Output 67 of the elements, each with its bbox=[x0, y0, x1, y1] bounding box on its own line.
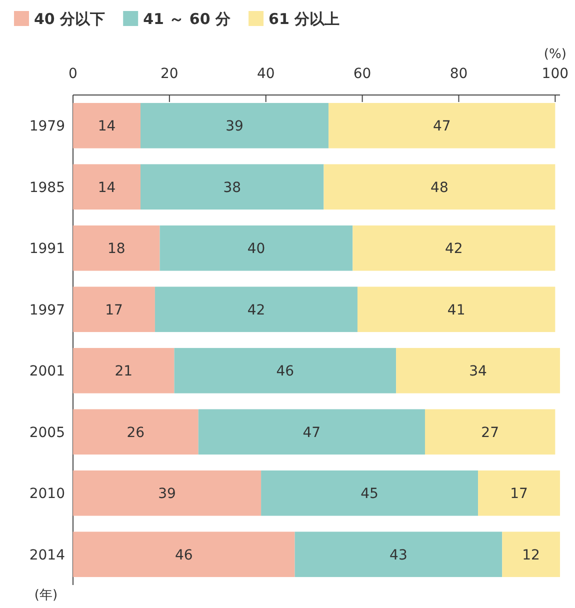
bar bbox=[73, 225, 160, 271]
data-label: 17 bbox=[510, 486, 528, 502]
data-label: 26 bbox=[126, 424, 145, 441]
bar bbox=[73, 102, 141, 148]
x-tick-label: 80 bbox=[450, 66, 468, 82]
bar bbox=[174, 348, 396, 394]
data-label: 41 bbox=[447, 302, 466, 318]
legend-label: 41 ～ 60 分 bbox=[143, 10, 232, 28]
legend-label: 40 分以下 bbox=[34, 10, 106, 28]
bar bbox=[357, 286, 556, 332]
bar bbox=[73, 409, 198, 455]
data-label: 39 bbox=[158, 486, 176, 502]
data-label: 27 bbox=[481, 424, 499, 441]
bar bbox=[478, 470, 560, 516]
bar bbox=[140, 164, 324, 210]
legend-label: 61 分以上 bbox=[268, 10, 340, 28]
bar bbox=[73, 286, 155, 332]
bar bbox=[160, 225, 353, 271]
data-label: 48 bbox=[430, 180, 448, 196]
x-tick-label: 0 bbox=[68, 66, 78, 82]
data-label: 12 bbox=[522, 547, 540, 564]
bar bbox=[328, 102, 556, 148]
data-label: 21 bbox=[114, 364, 133, 380]
y-tick-label: 1997 bbox=[29, 302, 65, 318]
data-label: 42 bbox=[247, 302, 266, 318]
bar bbox=[154, 286, 358, 332]
y-tick-label: 2005 bbox=[29, 424, 65, 441]
y-tick-label: 1979 bbox=[29, 118, 65, 135]
y-tick-label: 2014 bbox=[29, 547, 66, 564]
y-tick-label: 1985 bbox=[29, 180, 65, 196]
data-label: 46 bbox=[174, 547, 193, 564]
bar bbox=[502, 532, 560, 578]
y-tick-label: 2010 bbox=[29, 486, 65, 502]
bar bbox=[294, 532, 502, 578]
data-label: 47 bbox=[432, 118, 451, 135]
bar bbox=[424, 409, 556, 455]
data-label: 14 bbox=[98, 118, 116, 135]
bar bbox=[73, 470, 262, 516]
bar bbox=[73, 164, 141, 210]
data-label: 45 bbox=[360, 486, 378, 502]
x-axis-title: (%) bbox=[544, 47, 566, 62]
bar bbox=[140, 102, 329, 148]
data-label: 34 bbox=[469, 364, 488, 380]
y-tick-label: 2001 bbox=[29, 364, 65, 380]
x-tick-label: 60 bbox=[353, 66, 372, 82]
y-axis-title: (年) bbox=[34, 588, 58, 603]
data-label: 43 bbox=[390, 547, 408, 564]
data-label: 39 bbox=[226, 118, 244, 135]
x-tick-label: 40 bbox=[256, 66, 275, 82]
bar bbox=[352, 225, 556, 271]
bar bbox=[73, 348, 174, 394]
bar bbox=[324, 164, 556, 210]
data-label: 38 bbox=[223, 180, 242, 196]
x-tick-label: 100 bbox=[542, 66, 569, 82]
data-label: 47 bbox=[302, 424, 321, 441]
data-label: 46 bbox=[276, 364, 294, 380]
bar bbox=[73, 532, 295, 578]
data-label: 40 bbox=[247, 241, 266, 258]
bar bbox=[396, 348, 560, 394]
y-tick-label: 1991 bbox=[29, 241, 65, 258]
data-label: 42 bbox=[445, 241, 463, 258]
data-label: 17 bbox=[105, 302, 123, 318]
bar bbox=[198, 409, 425, 455]
bar bbox=[261, 470, 478, 516]
x-tick-label: 20 bbox=[160, 66, 178, 82]
data-label: 14 bbox=[98, 180, 116, 196]
data-label: 18 bbox=[107, 241, 126, 258]
